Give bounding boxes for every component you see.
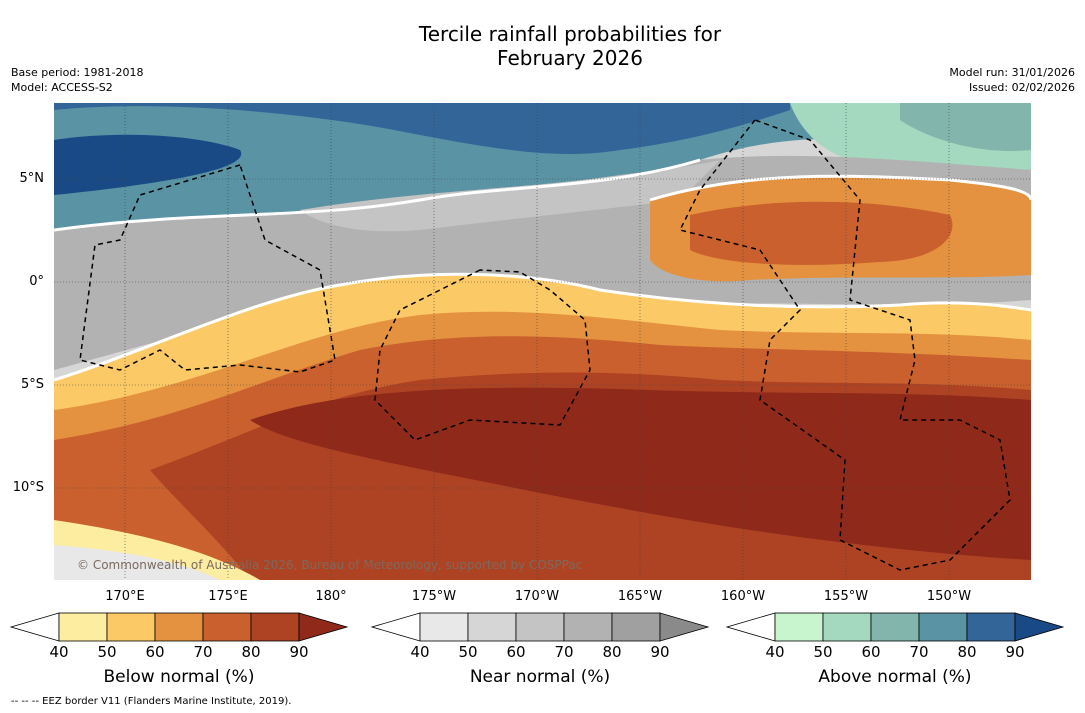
colorbar-segment [106, 612, 156, 642]
colorbar-tick: 80 [957, 643, 977, 661]
lon-label: 175°W [411, 589, 457, 604]
above-normal-colorbar [725, 612, 1065, 642]
lon-label: 160°W [720, 589, 766, 604]
colorbar-tick: 60 [506, 643, 526, 661]
colorbars [9, 612, 1065, 642]
lat-label-5s: 5°S [20, 377, 44, 392]
lon-label: 170°W [514, 589, 560, 604]
colorbar-tick: 80 [241, 643, 261, 661]
below-normal-max [250, 387, 1031, 560]
colorbar-tick: 80 [602, 643, 622, 661]
lon-label: 175°E [208, 589, 248, 604]
near-normal-colorbar [370, 612, 710, 642]
colorbar-segment [563, 612, 613, 642]
colorbar-segment [419, 612, 469, 642]
eez-footnote: -- -- -- EEZ border V11 (Flanders Marine… [11, 696, 292, 707]
lon-label: 170°E [105, 589, 145, 604]
colorbar-label: Below normal (%) [103, 667, 255, 687]
base-period: Base period: 1981-2018 [11, 66, 144, 79]
colorbar-tick: 50 [97, 643, 117, 661]
lon-label: 180° [315, 589, 347, 604]
colorbar-over-triangle [659, 612, 710, 642]
colorbar-segment [822, 612, 872, 642]
lon-label: 165°W [617, 589, 663, 604]
map-field [54, 103, 1031, 580]
colorbar-tick: 50 [458, 643, 478, 661]
colorbar-segment [154, 612, 204, 642]
lat-label-5n: 5°N [19, 171, 45, 186]
colorbar-tick: 60 [861, 643, 881, 661]
model-info: Base period: 1981-2018 Model: ACCESS-S2 [11, 65, 143, 95]
run-info: Model run: 31/01/2026 Issued: 02/02/2026 [949, 65, 1075, 95]
below-normal-colorbar [9, 612, 349, 642]
colorbar-tick: 40 [49, 643, 69, 661]
colorbar-label: Above normal (%) [818, 667, 972, 687]
below-normal-north-core [690, 201, 953, 265]
colorbar-under-triangle [9, 612, 60, 642]
eez-border-west [79, 164, 336, 373]
model-run-date: Model run: 31/01/2026 [949, 66, 1075, 79]
above-normal-north-band [54, 103, 1031, 230]
colorbar-segment [870, 612, 920, 642]
near-normal-southwest [54, 545, 220, 580]
above-normal-core [54, 103, 790, 155]
colorbar-segment [966, 612, 1016, 642]
lon-label: 150°W [926, 589, 972, 604]
colorbar-tick: 90 [650, 643, 670, 661]
lat-label-0: 0° [29, 274, 44, 289]
colorbar-tick: 60 [145, 643, 165, 661]
lon-label: 155°W [823, 589, 869, 604]
colorbar-over-triangle [1014, 612, 1065, 642]
colorbar-segment [918, 612, 968, 642]
above-normal-northeast-2 [900, 103, 1031, 151]
colorbar-label: Near normal (%) [469, 667, 611, 687]
lat-label-10s: 10°S [12, 480, 44, 495]
eez-border-east [678, 119, 1011, 571]
chart-title: Tercile rainfall probabilities for Febru… [418, 22, 722, 70]
colorbar-segment [250, 612, 300, 642]
colorbar-tick: 70 [193, 643, 213, 661]
colorbar-segment [515, 612, 565, 642]
colorbar-under-triangle [370, 612, 421, 642]
eez-border-central [374, 269, 591, 441]
issued-date: Issued: 02/02/2026 [968, 81, 1075, 94]
colorbar-segment [202, 612, 252, 642]
colorbar-segment [611, 612, 661, 642]
colorbar-tick: 90 [289, 643, 309, 661]
colorbar-tick: 90 [1005, 643, 1025, 661]
colorbar-under-triangle [725, 612, 776, 642]
colorbar-tick: 70 [554, 643, 574, 661]
copyright-text: © Commonwealth of Australia 2026, Bureau… [77, 558, 583, 572]
model-name: Model: ACCESS-S2 [11, 81, 113, 94]
colorbar-tick: 70 [909, 643, 929, 661]
colorbar-segment [774, 612, 824, 642]
colorbar-tick: 40 [410, 643, 430, 661]
colorbar-over-triangle [298, 612, 349, 642]
colorbar-segment [467, 612, 517, 642]
colorbar-tick: 40 [765, 643, 785, 661]
colorbar-tick: 50 [813, 643, 833, 661]
above-normal-deep [54, 134, 242, 195]
colorbar-segment [58, 612, 108, 642]
graticule [54, 103, 1031, 580]
